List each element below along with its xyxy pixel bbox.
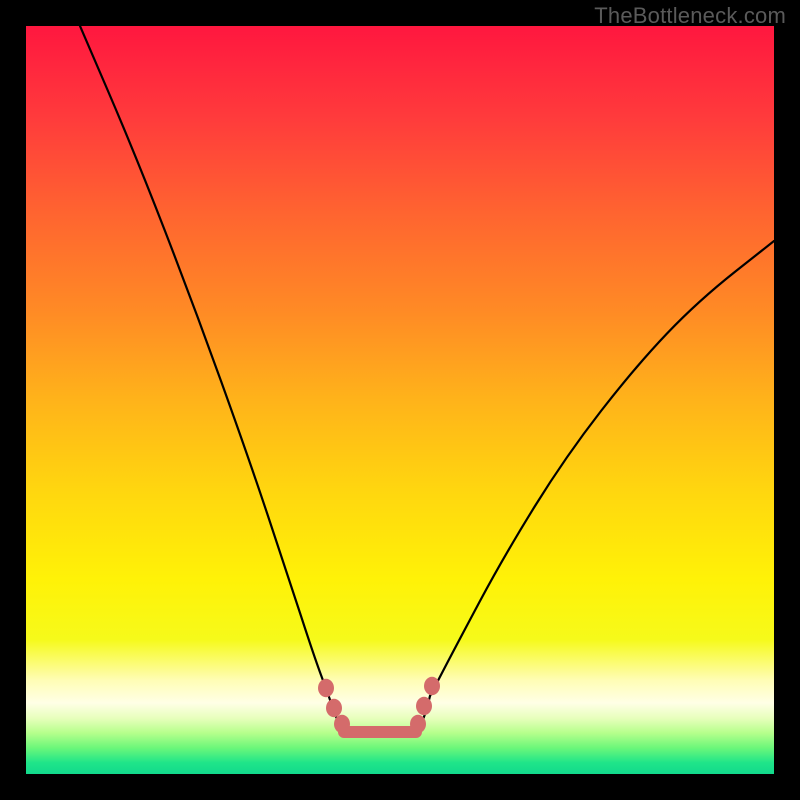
gradient-background xyxy=(26,26,774,774)
marker-left-2 xyxy=(334,715,350,733)
chart-frame: TheBottleneck.com xyxy=(0,0,800,800)
marker-right-2 xyxy=(424,677,440,695)
plot-svg xyxy=(26,26,774,774)
marker-right-1 xyxy=(416,697,432,715)
marker-left-1 xyxy=(326,699,342,717)
marker-right-0 xyxy=(410,715,426,733)
watermark-text: TheBottleneck.com xyxy=(594,3,786,29)
plot-area xyxy=(26,26,774,774)
marker-left-0 xyxy=(318,679,334,697)
